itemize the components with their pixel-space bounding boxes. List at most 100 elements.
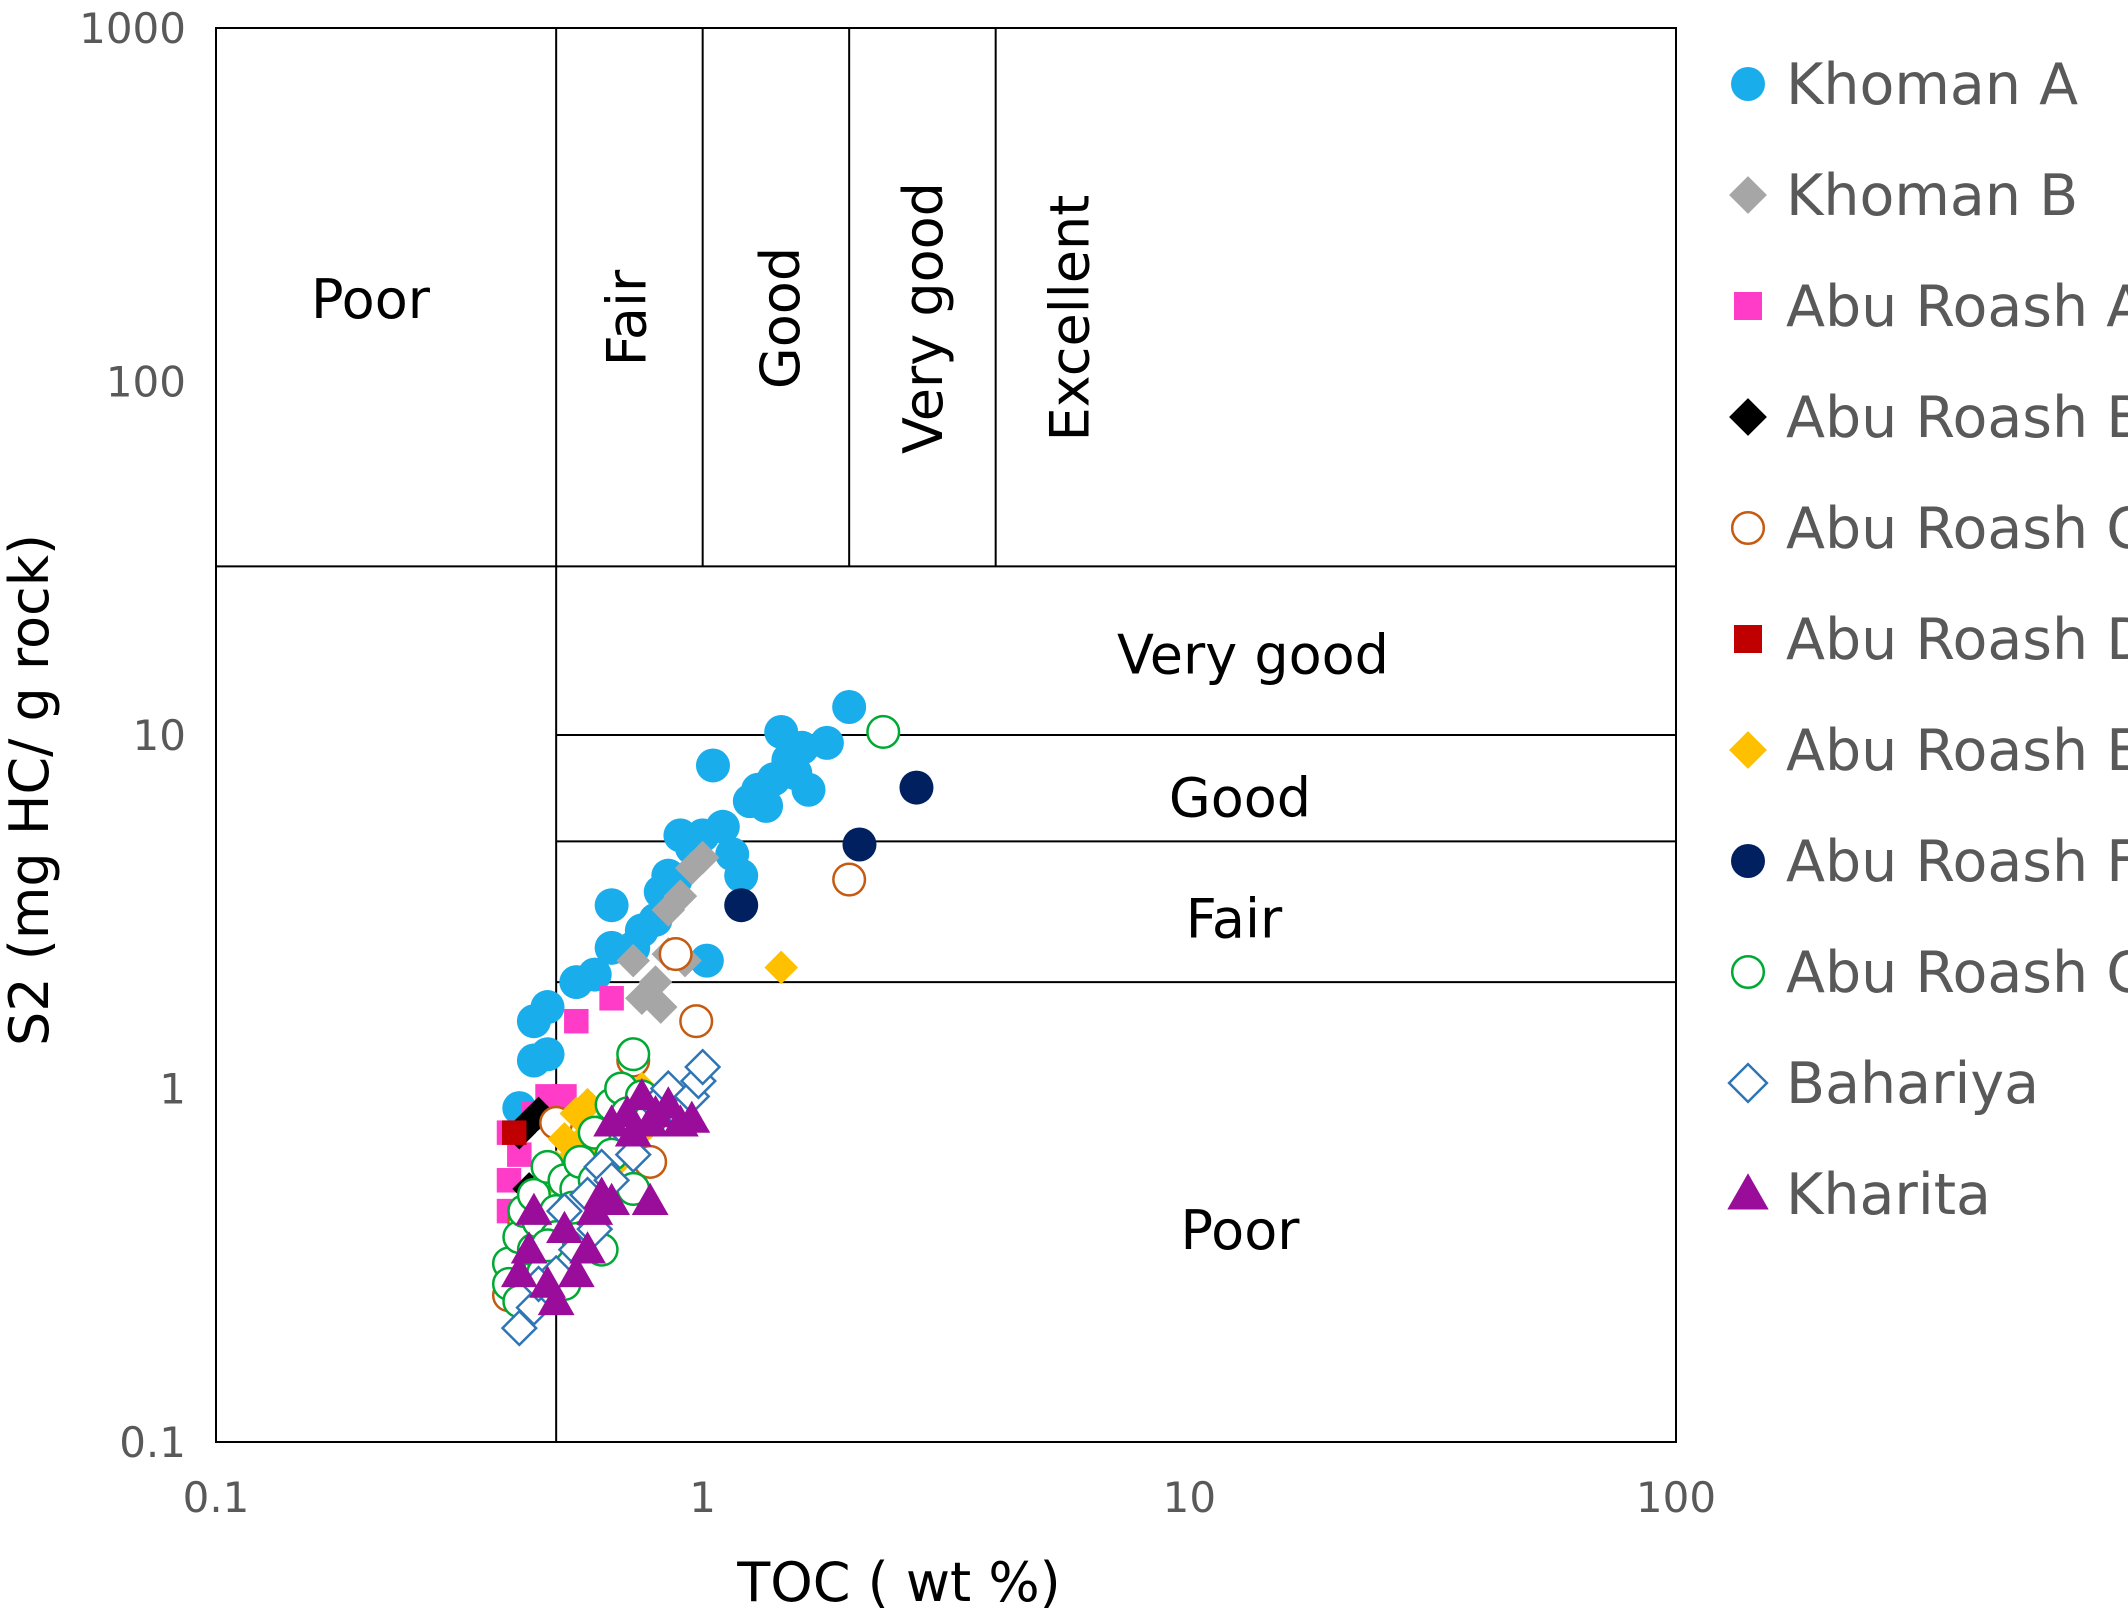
legend-marker — [1729, 176, 1767, 214]
data-point — [569, 1231, 606, 1264]
data-point — [537, 1282, 575, 1316]
x-tick-label: 1 — [689, 1473, 716, 1522]
data-point — [663, 879, 698, 913]
legend-label: Abu Roash G — [1786, 940, 2128, 1006]
data-point — [599, 986, 624, 1011]
data-point — [832, 862, 867, 897]
legend-label: Abu Roash F — [1786, 829, 2128, 895]
data-point — [791, 772, 826, 807]
data-point — [557, 1254, 595, 1288]
legend-item: Abu Roash B — [1729, 385, 2128, 451]
legend-marker — [1730, 954, 1766, 990]
legend-item: Abu Roash E — [1729, 718, 2128, 784]
data-point — [576, 1192, 614, 1225]
series-abu-roash-d — [501, 1120, 527, 1145]
data-point — [679, 1004, 714, 1039]
data-point — [866, 714, 901, 750]
legend-label: Khoman B — [1786, 163, 2078, 229]
data-point — [501, 1120, 527, 1145]
legend-marker — [1729, 398, 1767, 436]
legend-marker — [1731, 67, 1765, 101]
data-point — [673, 1100, 711, 1133]
x-tick-label: 100 — [1636, 1473, 1716, 1522]
data-point — [749, 788, 784, 823]
x-tick-label: 10 — [1163, 1473, 1216, 1522]
data-point — [724, 858, 759, 893]
data-point — [638, 965, 673, 999]
data-point — [500, 1254, 538, 1288]
legend-marker — [1727, 1173, 1769, 1210]
s2-class-label: Poor — [1181, 1199, 1301, 1262]
legend-marker — [1731, 844, 1765, 878]
s2-class-label: Good — [1169, 766, 1311, 829]
legend-item: Bahariya — [1727, 1051, 2039, 1117]
data-point — [530, 1037, 565, 1072]
data-point — [614, 1114, 652, 1147]
data-point — [515, 1192, 553, 1225]
data-point — [689, 943, 724, 978]
legend-marker — [1729, 731, 1767, 769]
data-point — [593, 1182, 631, 1215]
data-point — [570, 1087, 605, 1122]
data-point — [564, 1008, 589, 1034]
toc-class-label: Fair — [595, 269, 658, 366]
toc-class-label: Good — [749, 247, 812, 389]
legend-marker — [1727, 1062, 1769, 1104]
x-axis-title: TOC ( wt %) — [736, 1551, 1060, 1614]
data-point — [684, 1048, 722, 1086]
data-point — [623, 1077, 661, 1111]
y-tick-label: 1 — [159, 1065, 186, 1114]
data-point — [631, 1182, 669, 1215]
legend-item: Khoman A — [1731, 52, 2078, 118]
series-khoman-b — [616, 840, 720, 1024]
toc-class-label: Excellent — [1039, 195, 1102, 442]
legend-label: Abu Roash D — [1786, 607, 2128, 673]
plot-regions — [215, 27, 1677, 1443]
data-point — [546, 1210, 583, 1243]
data-point — [685, 840, 720, 875]
legend-item: Abu Roash C — [1730, 496, 2128, 562]
data-point — [643, 990, 678, 1024]
data-point — [764, 950, 798, 985]
data-point — [809, 725, 844, 760]
data-point — [510, 1231, 548, 1264]
y-tick-label: 1000 — [79, 4, 186, 53]
data-point — [695, 748, 730, 783]
data-point — [515, 1289, 553, 1327]
legend-item: Khoman B — [1729, 163, 2078, 229]
toc-class-label: Very good — [892, 182, 955, 454]
legend-label: Abu Roash B — [1786, 385, 2128, 451]
legend-label: Kharita — [1786, 1162, 1991, 1228]
toc-class-label: Poor — [311, 268, 431, 331]
y-tick-label: 0.1 — [119, 1418, 186, 1467]
data-point — [577, 957, 612, 992]
data-point — [705, 809, 740, 844]
legend-label: Abu Roash A — [1786, 274, 2128, 340]
data-point — [616, 1037, 651, 1072]
data-point — [616, 943, 651, 978]
legend-marker — [1730, 510, 1766, 546]
legend-label: Abu Roash E — [1786, 718, 2128, 784]
x-tick-label: 0.1 — [183, 1473, 250, 1522]
legend-item: Abu Roash G — [1730, 940, 2128, 1006]
legend-item: Kharita — [1727, 1162, 1991, 1228]
s2-class-label: Fair — [1186, 887, 1283, 950]
legend-label: Bahariya — [1786, 1051, 2039, 1117]
y-axis-title: S2 (mg HC/ g rock) — [0, 534, 61, 1046]
legend-item: Abu Roash D — [1734, 607, 2128, 673]
legend-marker — [1734, 625, 1762, 653]
data-points — [491, 690, 934, 1347]
legend-marker — [1734, 292, 1762, 320]
series-abu-roash-f — [724, 770, 934, 923]
legend-item: Abu Roash A — [1734, 274, 2128, 340]
data-point — [724, 888, 759, 923]
data-point — [842, 827, 877, 862]
y-tick-label: 10 — [133, 711, 186, 760]
series-kharita — [500, 1077, 711, 1316]
data-point — [593, 1104, 631, 1137]
legend-label: Abu Roash C — [1786, 496, 2128, 562]
data-point — [530, 990, 565, 1025]
data-point — [512, 1105, 546, 1140]
